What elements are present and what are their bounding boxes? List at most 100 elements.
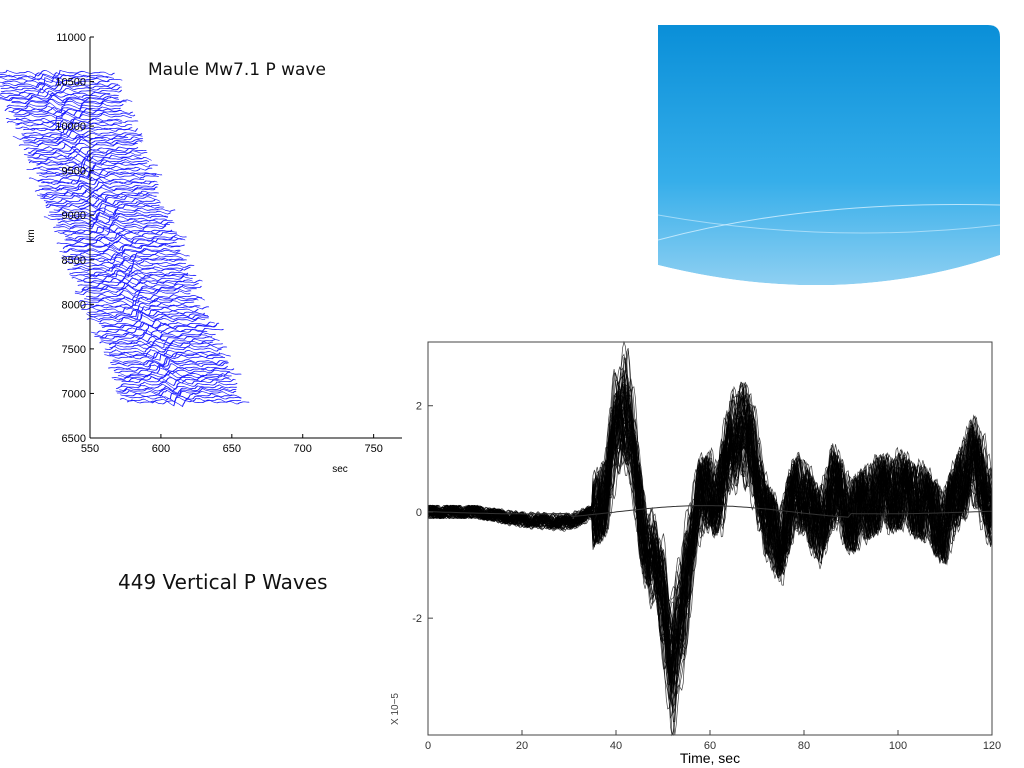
- record-trace: [98, 318, 215, 327]
- waveform-trace: [427, 393, 993, 686]
- waveform-trace: [427, 392, 993, 710]
- record-trace: [81, 282, 202, 292]
- y-tick-label: 9000: [62, 210, 86, 222]
- record-trace: [23, 143, 139, 153]
- record-trace: [15, 125, 133, 132]
- x-tick-label: 550: [81, 443, 99, 455]
- y-tick-label: 7000: [62, 388, 86, 400]
- y-tick-label: 2: [416, 401, 422, 413]
- record-trace: [0, 83, 122, 92]
- record-trace: [117, 370, 232, 379]
- record-trace: [28, 145, 147, 155]
- plot-frame: [427, 341, 993, 736]
- record-trace: [74, 287, 192, 295]
- record-trace: [70, 255, 187, 265]
- y-tick-label: 0: [416, 507, 422, 519]
- record-trace: [85, 293, 203, 301]
- x-tick-label: 80: [798, 740, 810, 752]
- waveform-trace: [427, 400, 993, 694]
- chart-annotation-title: Maule Mw7.1 P wave: [148, 60, 326, 80]
- waveform-trace: [427, 399, 993, 670]
- record-trace: [90, 326, 208, 336]
- waveform-trace: [427, 381, 993, 686]
- record-trace: [87, 308, 205, 316]
- record-trace: [0, 87, 111, 97]
- record-section-traces: [0, 69, 250, 408]
- record-trace: [114, 365, 231, 374]
- record-trace: [120, 370, 242, 378]
- record-trace: [6, 102, 124, 111]
- slide-caption: 449 Vertical P Waves: [118, 570, 328, 594]
- record-trace: [80, 302, 201, 311]
- waveform-trace: [427, 388, 993, 703]
- record-trace: [104, 346, 222, 353]
- waveform-trace: [427, 378, 993, 680]
- record-trace: [53, 207, 176, 216]
- record-trace: [45, 204, 165, 213]
- record-trace: [10, 109, 134, 116]
- record-trace: [2, 78, 119, 88]
- record-trace: [0, 94, 120, 104]
- record-trace: [45, 200, 161, 207]
- record-trace: [48, 208, 171, 216]
- record-trace: [115, 387, 237, 395]
- record-trace: [64, 232, 187, 240]
- record-trace: [73, 260, 195, 270]
- record-trace: [113, 364, 235, 372]
- record-section-chart: 550 600 650 700 750 6500 7000 7500 8000 8500 9000 9…: [0, 32, 402, 475]
- waveform-trace: [427, 391, 993, 684]
- record-trace: [81, 306, 199, 314]
- y-tick-label: 9500: [62, 166, 86, 178]
- record-trace: [60, 256, 185, 265]
- x-tick-label: 600: [152, 443, 170, 455]
- waveform-trace: [427, 402, 993, 663]
- record-trace: [41, 184, 158, 192]
- waveform-trace: [427, 389, 993, 686]
- record-trace: [88, 308, 209, 318]
- x-axis-label: Time, sec: [680, 750, 740, 766]
- record-trace: [86, 313, 206, 323]
- record-trace: [57, 225, 178, 235]
- waveform-trace: [427, 353, 993, 736]
- record-trace: [121, 377, 236, 387]
- x-tick-label: 120: [983, 740, 1001, 752]
- y-tick-label: 10500: [55, 77, 86, 89]
- record-trace: [0, 87, 123, 94]
- record-trace: [28, 175, 145, 184]
- waveform-trace: [427, 394, 993, 687]
- waveform-trace: [427, 395, 993, 677]
- record-trace: [5, 116, 122, 124]
- waveform-trace: [427, 404, 993, 693]
- record-trace: [0, 76, 123, 83]
- waveform-trace: [427, 373, 993, 737]
- record-trace: [28, 159, 148, 169]
- record-trace: [62, 243, 181, 252]
- x-tick-label: 20: [516, 740, 528, 752]
- y-tick-label: 10000: [55, 121, 86, 133]
- record-trace: [56, 239, 177, 248]
- record-trace: [22, 125, 139, 133]
- record-trace: [88, 296, 205, 304]
- waveform-trace: [427, 374, 993, 686]
- y-axis-label: km: [26, 229, 37, 242]
- record-trace: [112, 357, 228, 365]
- x-tick-label: 650: [223, 443, 241, 455]
- waveform-trace: [427, 367, 993, 723]
- record-trace: [38, 181, 159, 189]
- record-trace: [4, 105, 121, 114]
- record-trace: [101, 321, 220, 329]
- record-trace: [0, 72, 110, 79]
- record-trace: [0, 69, 115, 77]
- record-trace: [63, 246, 181, 254]
- record-trace: [111, 373, 230, 381]
- record-trace: [94, 329, 216, 340]
- waveform-trace: [427, 366, 993, 711]
- waveform-trace: [427, 381, 993, 699]
- record-trace: [113, 376, 231, 384]
- x-tick-label: 750: [364, 443, 382, 455]
- record-trace: [120, 392, 242, 401]
- record-trace: [111, 359, 228, 368]
- record-trace: [11, 98, 133, 104]
- waveform-trace: [427, 397, 993, 671]
